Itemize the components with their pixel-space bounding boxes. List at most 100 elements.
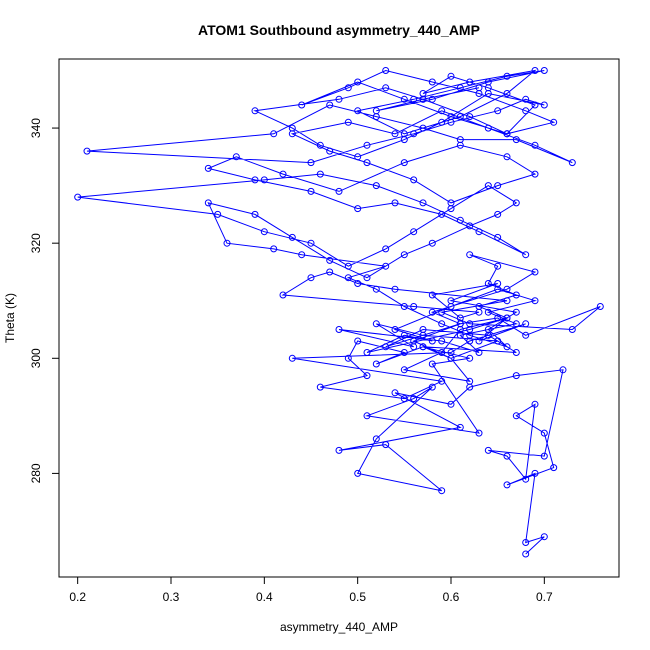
data-point [484, 326, 492, 333]
x-axis: 0.2 0.3 0.4 0.5 0.6 0.7 [69, 576, 553, 604]
data-point [354, 153, 362, 161]
data-point [447, 113, 455, 121]
data-point [344, 262, 352, 270]
data-point [503, 130, 511, 138]
data-point [438, 377, 446, 385]
data-point [503, 452, 511, 460]
data-point [484, 308, 492, 316]
data-point [447, 199, 455, 207]
data-point [400, 366, 408, 374]
data-point [512, 291, 520, 299]
data-point [522, 550, 530, 558]
data-point [484, 280, 492, 287]
data-point [382, 343, 390, 351]
data-point [568, 159, 576, 167]
chart-marks [74, 67, 604, 558]
data-point [428, 239, 436, 247]
data-point [326, 101, 334, 109]
data-point [410, 95, 418, 103]
data-point [391, 130, 399, 138]
plot-frame [58, 58, 620, 578]
data-point [391, 326, 399, 333]
x-tick-label: 0.7 [536, 590, 553, 604]
data-point [466, 222, 474, 230]
data-point [344, 354, 352, 362]
data-point [419, 199, 427, 207]
data-point [251, 107, 259, 115]
data-point [419, 95, 427, 103]
data-point [522, 320, 530, 328]
data-point [503, 481, 511, 489]
y-tick-label: 340 [29, 118, 43, 138]
data-point [466, 113, 474, 121]
series-line [77, 69, 601, 555]
data-point [475, 84, 483, 92]
data-point [232, 153, 240, 161]
data-point [494, 314, 502, 322]
data-point [372, 285, 380, 293]
data-point [531, 297, 539, 305]
x-tick-label: 0.2 [69, 590, 86, 604]
data-point [260, 176, 268, 184]
data-point [512, 349, 520, 356]
data-point [382, 245, 390, 253]
data-point [438, 118, 446, 126]
data-point [214, 210, 222, 218]
data-point [466, 320, 474, 328]
data-point [363, 274, 371, 282]
data-point [512, 372, 520, 380]
data-point [512, 136, 520, 144]
data-point [354, 280, 362, 287]
data-point [391, 199, 399, 207]
data-point [400, 95, 408, 103]
data-point [251, 210, 259, 218]
data-point [83, 147, 91, 155]
data-point [400, 159, 408, 167]
data-point [438, 349, 446, 356]
data-point [251, 176, 259, 184]
data-point [550, 464, 558, 472]
data-point [494, 182, 502, 190]
data-point [419, 326, 427, 333]
data-point [307, 274, 315, 282]
data-point [279, 170, 287, 178]
data-point [456, 314, 464, 322]
data-point [531, 101, 539, 109]
x-tick-label: 0.5 [349, 590, 366, 604]
data-point [438, 210, 446, 218]
data-point [494, 280, 502, 287]
data-point [494, 210, 502, 218]
data-point [400, 251, 408, 259]
y-tick-label: 280 [29, 463, 43, 483]
data-point [494, 337, 502, 345]
data-point [503, 285, 511, 293]
data-point [298, 101, 306, 109]
data-point [494, 262, 502, 270]
data-point [447, 297, 455, 305]
data-point [447, 349, 455, 356]
data-point [223, 239, 231, 247]
data-point [540, 452, 548, 460]
data-point [540, 67, 548, 74]
data-point [419, 124, 427, 132]
data-point [391, 389, 399, 397]
data-point [503, 72, 511, 80]
data-point [428, 308, 436, 316]
data-point [270, 245, 278, 253]
data-point [447, 72, 455, 80]
data-point [354, 469, 362, 477]
x-axis-label: asymmetry_440_AMP [280, 620, 398, 634]
data-point [456, 113, 464, 121]
data-point [382, 84, 390, 92]
data-point [531, 67, 539, 74]
data-point [372, 320, 380, 328]
data-point [531, 170, 539, 178]
data-point [475, 308, 483, 316]
data-point [550, 118, 558, 126]
data-point [354, 78, 362, 86]
data-point [475, 429, 483, 437]
data-point [419, 343, 427, 351]
data-point [475, 349, 483, 356]
data-point [512, 308, 520, 316]
